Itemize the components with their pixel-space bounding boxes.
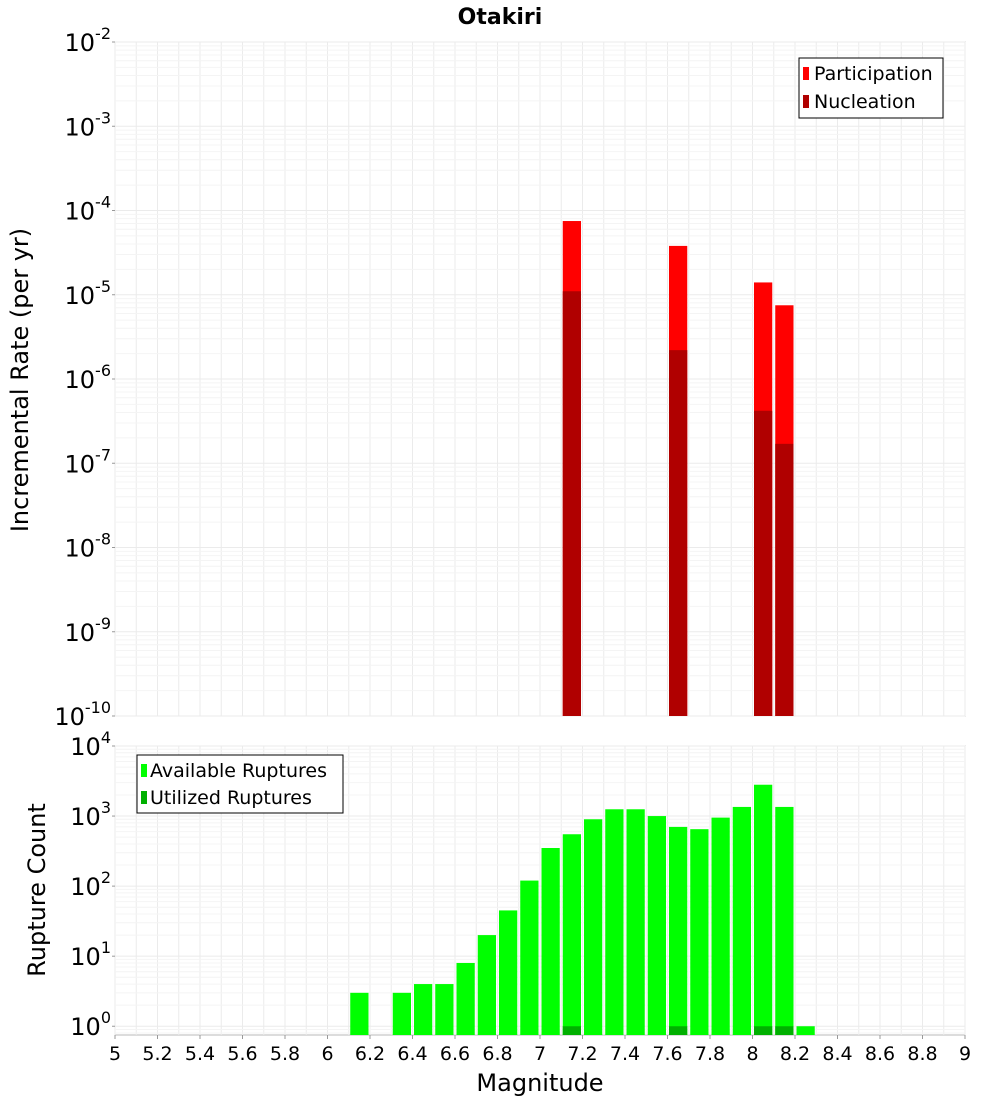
count-y-tick-label: 101 xyxy=(70,938,111,971)
x-tick-label: 6.2 xyxy=(355,1043,385,1065)
x-tick-label: 9 xyxy=(959,1043,971,1065)
available-ruptures-bar xyxy=(775,806,794,1035)
x-tick-label: 7 xyxy=(534,1043,546,1065)
count-y-tick-label: 103 xyxy=(70,798,111,831)
x-tick-label: 5.4 xyxy=(185,1043,215,1065)
available-ruptures-bar xyxy=(520,880,539,1035)
available-ruptures-bar xyxy=(669,826,688,1035)
legend-swatch-nucleation xyxy=(803,95,809,108)
count-y-tick-label: 104 xyxy=(70,728,111,761)
count-y-axis-label: Rupture Count xyxy=(23,803,51,977)
available-ruptures-bar xyxy=(562,834,581,1035)
legend-label-nucleation: Nucleation xyxy=(814,91,916,113)
count-legend: Available Ruptures Utilized Ruptures xyxy=(136,754,344,814)
rate-y-tick-label: 10-6 xyxy=(65,361,112,394)
x-tick-label: 7.6 xyxy=(652,1043,682,1065)
rate-legend: Participation Nucleation xyxy=(798,57,944,119)
chart-title: Otakiri xyxy=(458,5,543,30)
available-ruptures-bar xyxy=(647,816,666,1035)
available-ruptures-bar xyxy=(605,809,624,1035)
legend-swatch-available-ruptures xyxy=(141,764,147,777)
legend-label-utilized-ruptures: Utilized Ruptures xyxy=(150,787,312,809)
available-ruptures-bar xyxy=(350,992,369,1035)
x-tick-label: 8 xyxy=(746,1043,758,1065)
available-ruptures-bar xyxy=(711,817,730,1035)
x-tick-label: 8.2 xyxy=(780,1043,810,1065)
available-ruptures-bar xyxy=(414,984,433,1035)
rate-y-tick-label: 10-5 xyxy=(65,277,112,310)
x-tick-label: 8.8 xyxy=(907,1043,937,1065)
rate-y-tick-label: 10-7 xyxy=(65,445,112,478)
available-ruptures-bar xyxy=(754,784,773,1035)
available-ruptures-bar xyxy=(732,806,751,1035)
utilized-ruptures-bar xyxy=(775,1026,794,1035)
available-ruptures-bar xyxy=(499,910,518,1035)
x-tick-label: 5 xyxy=(109,1043,121,1065)
nucleation-bar xyxy=(562,291,581,716)
x-tick-label: 6.4 xyxy=(397,1043,427,1065)
legend-label-available-ruptures: Available Ruptures xyxy=(150,760,327,782)
legend-swatch-participation xyxy=(803,67,809,80)
utilized-ruptures-bar xyxy=(754,1026,773,1035)
x-tick-label: 6 xyxy=(321,1043,333,1065)
x-tick-label: 5.8 xyxy=(270,1043,300,1065)
available-ruptures-bar xyxy=(690,829,709,1035)
x-tick-label: 6.6 xyxy=(440,1043,470,1065)
utilized-ruptures-bar xyxy=(562,1026,581,1035)
x-axis-label: Magnitude xyxy=(476,1069,603,1097)
count-y-tick-label: 100 xyxy=(70,1008,111,1041)
x-tick-label: 7.4 xyxy=(610,1043,640,1065)
rate-y-tick-label: 10-8 xyxy=(65,530,112,563)
legend-swatch-utilized-ruptures xyxy=(141,791,147,804)
utilized-ruptures-bar xyxy=(669,1026,688,1035)
available-ruptures-bar xyxy=(477,935,496,1035)
available-ruptures-bar xyxy=(541,848,560,1035)
nucleation-bar xyxy=(754,410,773,716)
x-tick-label: 6.8 xyxy=(482,1043,512,1065)
rate-y-axis-label: Incremental Rate (per yr) xyxy=(6,228,34,532)
rate-y-tick-label: 10-2 xyxy=(65,24,112,57)
x-tick-label: 8.6 xyxy=(865,1043,895,1065)
available-ruptures-bar xyxy=(392,992,411,1035)
rate-y-tick-label: 10-3 xyxy=(65,108,112,141)
x-tick-label: 7.2 xyxy=(567,1043,597,1065)
nucleation-bar xyxy=(669,350,688,716)
count-panel: 100 101 102 103 104 5 5.2 5.4 5.6 5.8 6 6.2 6.4 6.6 6… xyxy=(23,728,971,1097)
rate-y-tick-label: 10-10 xyxy=(54,698,111,731)
available-ruptures-bar xyxy=(584,819,603,1035)
rate-panel: 10-10 10-9 10-8 10-7 10-6 10-5 10-4 10-3 10-2 In… xyxy=(6,24,966,731)
nucleation-bar xyxy=(775,443,794,716)
count-y-tick-label: 102 xyxy=(70,868,111,901)
available-ruptures-bar xyxy=(626,809,645,1035)
x-tick-label: 8.4 xyxy=(822,1043,852,1065)
available-ruptures-bar xyxy=(435,984,454,1035)
available-ruptures-bar xyxy=(796,1026,815,1035)
rate-y-tick-label: 10-4 xyxy=(65,193,112,226)
x-tick-label: 5.6 xyxy=(227,1043,257,1065)
x-tick-label: 7.8 xyxy=(695,1043,725,1065)
available-ruptures-bar xyxy=(456,962,475,1035)
rate-y-tick-label: 10-9 xyxy=(65,614,112,647)
legend-label-participation: Participation xyxy=(814,63,933,85)
x-tick-label: 5.2 xyxy=(142,1043,172,1065)
